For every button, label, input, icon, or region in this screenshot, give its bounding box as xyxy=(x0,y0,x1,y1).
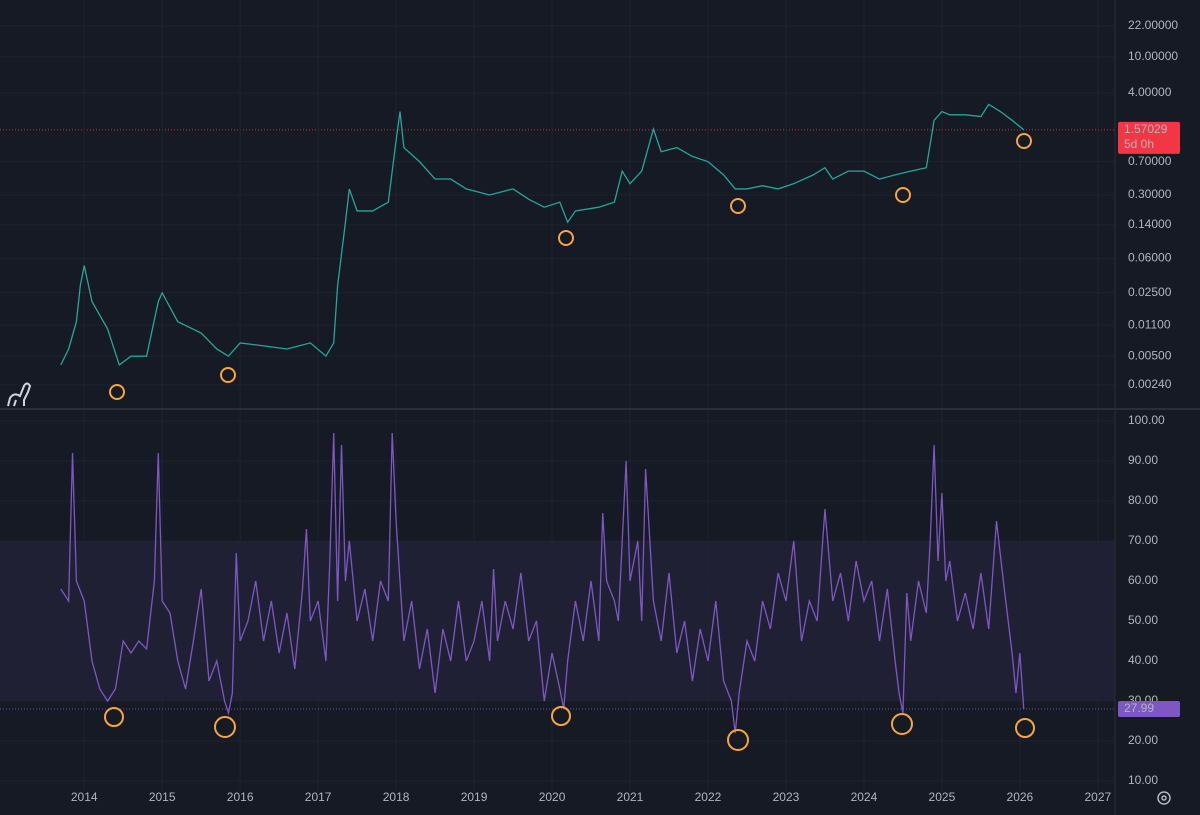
y-tick-label: 70.00 xyxy=(1128,533,1158,547)
price-low-marker xyxy=(1016,133,1032,149)
y-tick-label: 10.00 xyxy=(1128,773,1158,787)
x-tick-label: 2018 xyxy=(383,790,410,804)
annotation-circles xyxy=(104,133,1035,751)
y-tick-label: 20.00 xyxy=(1128,733,1158,747)
marks xyxy=(60,103,1025,734)
x-tick-label: 2023 xyxy=(773,790,800,804)
rsi-low-marker xyxy=(891,713,913,735)
y-tick-label: 4.00000 xyxy=(1128,85,1172,99)
rsi-low-marker xyxy=(727,729,749,751)
last-value-box xyxy=(1118,701,1180,718)
y-tick-label: 10.00000 xyxy=(1128,49,1178,63)
x-tick-label: 2015 xyxy=(149,790,176,804)
price-low-marker xyxy=(109,384,125,400)
x-tick-label: 2026 xyxy=(1007,790,1034,804)
y-tick-label: 22.00000 xyxy=(1128,18,1178,32)
price-low-marker xyxy=(730,198,746,214)
x-tick-label: 2027 xyxy=(1084,790,1111,804)
y-tick-label: 100.00 xyxy=(1128,413,1165,427)
x-tick-label: 2019 xyxy=(461,790,488,804)
y-tick-label: 0.00500 xyxy=(1128,348,1172,362)
countdown-label: 5d 0h xyxy=(1124,137,1154,151)
logo-shape xyxy=(7,382,32,407)
settings-hub[interactable] xyxy=(1161,795,1167,801)
y-tick-label: 80.00 xyxy=(1128,493,1158,507)
y-tick-label: 50.00 xyxy=(1128,613,1158,627)
y-tick-label: 0.02500 xyxy=(1128,285,1172,299)
price-low-marker xyxy=(220,367,236,383)
x-tick-label: 2021 xyxy=(617,790,644,804)
series-line xyxy=(60,432,1025,734)
x-tick-label: 2017 xyxy=(305,790,332,804)
x-tick-label: 2016 xyxy=(227,790,254,804)
rsi-low-marker xyxy=(214,716,236,738)
y-tick-label: 0.01100 xyxy=(1128,317,1171,331)
last-value-box xyxy=(1118,121,1180,154)
x-tick-label: 2022 xyxy=(695,790,722,804)
y-tick-label: 0.30000 xyxy=(1128,187,1172,201)
y-tick-label: 90.00 xyxy=(1128,453,1158,467)
settings-icon[interactable] xyxy=(1157,791,1171,805)
y-tick-label: 0.06000 xyxy=(1128,251,1172,265)
y-tick-label: 0.14000 xyxy=(1128,217,1172,231)
rsi-low-marker xyxy=(551,706,571,726)
last-value-label: 27.99 xyxy=(1124,701,1154,715)
x-tick-label: 2020 xyxy=(539,790,566,804)
y-tick-label: 0.70000 xyxy=(1128,154,1172,168)
series-line xyxy=(60,103,1025,367)
x-tick-label: 2014 xyxy=(71,790,98,804)
rsi-low-marker xyxy=(1015,718,1035,738)
rsi-low-marker xyxy=(104,707,124,727)
price-low-marker xyxy=(895,187,911,203)
settings-ring[interactable] xyxy=(1157,791,1171,805)
x-tick-label: 2025 xyxy=(929,790,956,804)
last-value-label: 1.57029 xyxy=(1124,122,1168,136)
price-low-marker xyxy=(558,230,574,246)
y-tick-label: 40.00 xyxy=(1128,653,1158,667)
y-tick-label: 0.00240 xyxy=(1128,377,1172,391)
y-tick-label: 60.00 xyxy=(1128,573,1158,587)
x-tick-label: 2024 xyxy=(851,790,878,804)
logo xyxy=(7,382,32,407)
